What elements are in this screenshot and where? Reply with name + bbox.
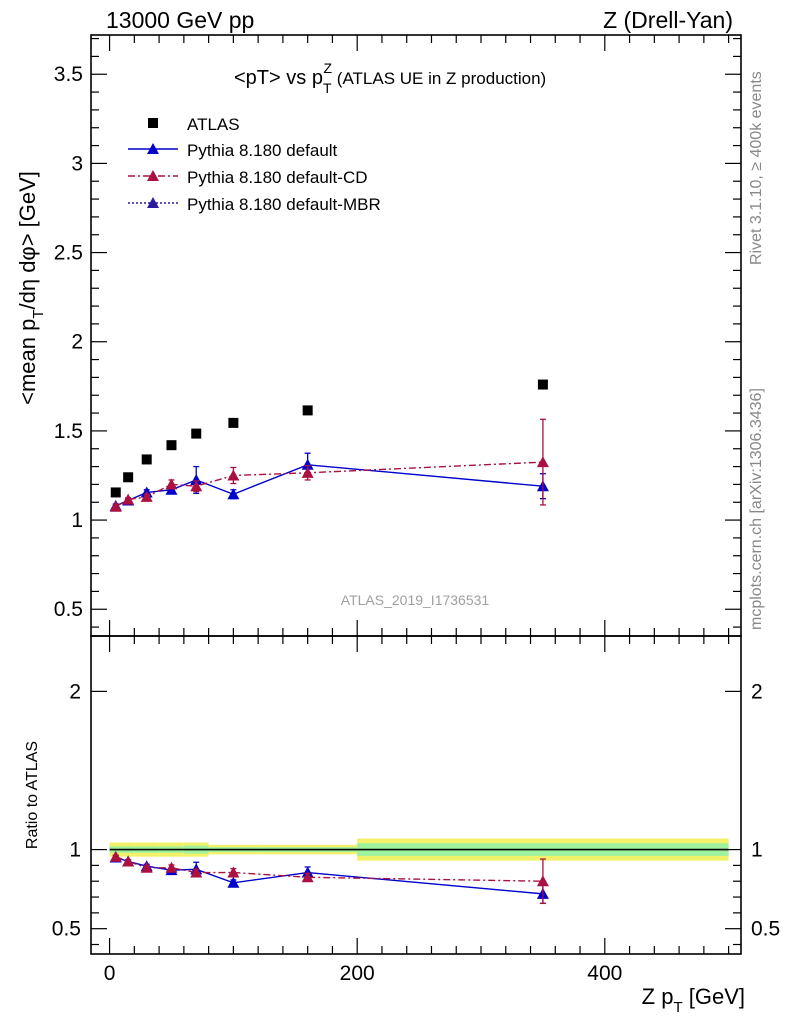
series-marker: [301, 458, 314, 470]
ratio-series-marker: [109, 850, 122, 862]
ratio-ytick-label: 1: [69, 839, 81, 862]
atlas-data-point: [191, 428, 202, 439]
main-ytick-label: 3: [71, 152, 83, 175]
main-data-marks: [109, 379, 549, 512]
ratio-series-marker: [190, 866, 203, 878]
ratio-xlabel-sub: T: [673, 999, 682, 1016]
legend-cd-label: Pythia 8.180 default-CD: [187, 168, 368, 187]
atlas-data-point: [123, 472, 134, 483]
ratio-series-marker: [165, 861, 178, 873]
legend: ATLAS Pythia 8.180 default Pythia 8.180 …: [128, 115, 381, 214]
legend-mbr-label: Pythia 8.180 default-MBR: [187, 195, 381, 214]
main-axis-ticks: 0.5 1 1.5 2 2.5 3 3.5: [54, 35, 741, 636]
ratio-data-marks: [109, 850, 549, 905]
series-line: [115, 461, 543, 508]
main-ytick-label: 3.5: [54, 63, 83, 86]
ratio-ytick-label: 2: [69, 680, 81, 703]
series-marker: [227, 488, 240, 500]
series-line: [115, 464, 543, 507]
main-ytick-label: 2: [71, 331, 83, 354]
legend-default-label: Pythia 8.180 default: [187, 141, 338, 160]
atlas-data-point: [166, 440, 177, 451]
legend-cd-marker: [147, 170, 159, 181]
ratio-ylabel: Ratio to ATLAS: [24, 741, 41, 849]
header-process: Z (Drell-Yan): [603, 7, 733, 33]
atlas-data-point: [537, 379, 548, 390]
ratio-frame: [90, 635, 742, 955]
ratio-ytick-label: 0.5: [52, 918, 81, 941]
ratio-ytick-label-right: 1: [751, 839, 763, 862]
main-ytick-label: 2.5: [54, 242, 83, 265]
ratio-ytick-label-right: 2: [751, 680, 763, 703]
main-ytick-label: 1.5: [54, 420, 83, 443]
ratio-xlabel-post: [GeV]: [683, 984, 745, 1009]
chart-title-rest: (ATLAS UE in Z production): [332, 69, 546, 88]
series-marker: [536, 456, 549, 468]
ratio-ytick-label-right: 0.5: [751, 918, 780, 941]
main-ytick-label: 1: [71, 509, 83, 532]
legend-entry-mbr: Pythia 8.180 default-MBR: [128, 195, 381, 214]
main-ylabel-pre: <mean p: [15, 319, 40, 405]
legend-entry-default: Pythia 8.180 default: [128, 141, 338, 160]
ratio-axis-ticks: 0.5 0.5 1 1 2 2 0 200 400: [52, 636, 780, 985]
ratio-series-marker: [301, 871, 314, 883]
ratio-series-marker: [140, 861, 153, 873]
ratio-series-marker: [536, 875, 549, 887]
atlas-data-point: [228, 417, 239, 428]
series-marker: [227, 469, 240, 481]
ratio-xtick-label: 200: [340, 962, 375, 985]
series-marker: [140, 490, 153, 502]
legend-default-marker: [147, 143, 159, 154]
legend-atlas-marker: [148, 118, 158, 128]
ratio-xtick-label: 400: [587, 962, 622, 985]
main-ylabel-post: /dη dφ> [GeV]: [15, 171, 40, 309]
rivet-version-text: Rivet 3.1.10, ≥ 400k events: [748, 71, 765, 265]
main-panel: 0.511.522.533.5 <pT> vs pTZ (ATLAS UE in…: [15, 34, 742, 637]
legend-mbr-marker: [147, 197, 159, 208]
ratio-series-marker: [227, 866, 240, 878]
analysis-watermark: ATLAS_2019_I1736531: [341, 592, 490, 608]
series-marker: [301, 466, 314, 478]
series-marker: [109, 500, 122, 512]
chart-title-sub: T: [323, 80, 332, 96]
series-marker: [165, 478, 178, 490]
ratio-xtick-label: 0: [104, 962, 116, 985]
main-ylabel-sub: T: [30, 310, 47, 319]
mcplots-text: mcplots.cern.ch [arXiv:1306.3436]: [748, 388, 765, 630]
series-marker: [122, 493, 135, 505]
ratio-panel: 0.5 0.5 1 1 2 2 0 200 400 Ratio to ATLAS Z pT [G…: [24, 635, 780, 1016]
atlas-data-point: [141, 454, 152, 465]
series-marker: [190, 473, 203, 485]
atlas-data-point: [110, 487, 121, 498]
legend-entry-cd: Pythia 8.180 default-CD: [128, 168, 368, 187]
ratio-xlabel: Z pT [GeV]: [642, 984, 745, 1016]
header-energy: 13000 GeV pp: [106, 7, 254, 33]
atlas-data-point: [302, 405, 313, 416]
chart-title-main: <pT> vs p: [234, 67, 323, 89]
chart-title: <pT> vs pTZ (ATLAS UE in Z production): [234, 60, 546, 96]
ratio-series-marker: [227, 876, 240, 888]
main-ylabel: <mean pT/dη dφ> [GeV]: [15, 171, 47, 405]
legend-atlas-label: ATLAS: [187, 115, 240, 134]
main-ytick-label: 0.5: [54, 598, 83, 621]
series-marker: [190, 480, 203, 492]
chart-title-sup: Z: [324, 60, 333, 76]
ratio-xlabel-pre: Z p: [642, 984, 674, 1009]
ratio-series-line: [115, 856, 543, 895]
ratio-series-marker: [122, 855, 135, 867]
legend-entry-atlas: ATLAS: [148, 115, 240, 134]
